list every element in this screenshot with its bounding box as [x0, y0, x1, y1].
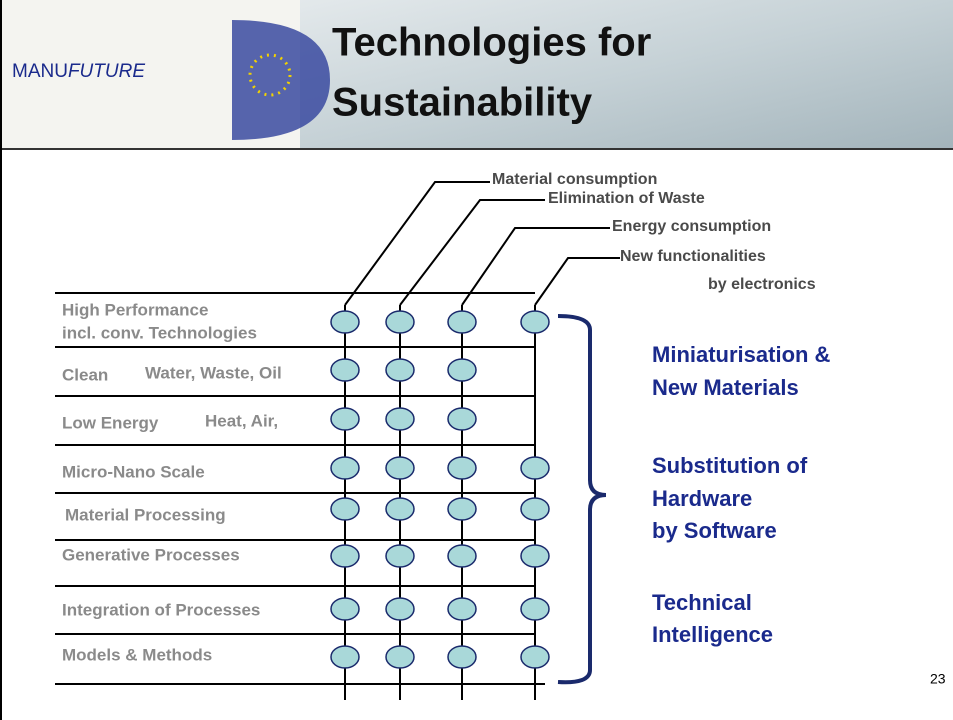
node — [331, 457, 359, 479]
page-number: 23 — [930, 671, 946, 687]
node — [448, 457, 476, 479]
topic: Technical — [652, 590, 752, 615]
node — [448, 311, 476, 333]
topic: Miniaturisation & — [652, 342, 831, 367]
node — [448, 545, 476, 567]
node — [331, 359, 359, 381]
node — [386, 359, 414, 381]
node — [521, 545, 549, 567]
row-note: Heat, Air, — [205, 411, 278, 430]
node — [331, 498, 359, 520]
node — [386, 457, 414, 479]
node — [331, 598, 359, 620]
column-label: by electronics — [708, 276, 816, 293]
row-label: Clean — [62, 365, 108, 384]
topic: Substitution of — [652, 453, 808, 478]
node — [386, 545, 414, 567]
logo: MANUFUTURE — [12, 61, 145, 82]
column-label: New functionalities — [620, 248, 766, 265]
topic: New Materials — [652, 375, 799, 400]
row-label: Models & Methods — [62, 645, 212, 664]
row-note: incl. conv. Technologies — [62, 323, 257, 342]
logo-a: MANU — [12, 61, 68, 82]
node — [448, 359, 476, 381]
node — [448, 408, 476, 430]
row-label: Integration of Processes — [62, 600, 260, 619]
leader — [345, 182, 490, 305]
row-label: High Performance — [62, 300, 208, 319]
bracket — [558, 316, 606, 682]
topic: Intelligence — [652, 622, 773, 647]
node — [521, 646, 549, 668]
node — [331, 408, 359, 430]
leader — [535, 258, 620, 305]
node — [386, 646, 414, 668]
node — [386, 498, 414, 520]
node — [386, 311, 414, 333]
node — [386, 408, 414, 430]
topic: by Software — [652, 518, 777, 543]
topic: Hardware — [652, 486, 752, 511]
logo-b: FUTURE — [68, 61, 145, 82]
node — [448, 646, 476, 668]
node — [521, 311, 549, 333]
row-note: Water, Waste, Oil — [145, 363, 282, 382]
node — [448, 598, 476, 620]
node — [331, 545, 359, 567]
node — [521, 457, 549, 479]
node — [448, 498, 476, 520]
column-label: Energy consumption — [612, 218, 771, 235]
column-label: Elimination of Waste — [548, 190, 705, 207]
matrix — [55, 293, 549, 700]
node — [521, 498, 549, 520]
title-line: Sustainability — [332, 81, 593, 125]
title-line: Technologies for — [332, 21, 651, 65]
column-label: Material consumption — [492, 171, 657, 188]
node — [331, 646, 359, 668]
row-label: Material Processing — [65, 505, 226, 524]
row-label: Micro-Nano Scale — [62, 462, 205, 481]
row-label: Low Energy — [62, 413, 159, 432]
node — [521, 598, 549, 620]
node — [331, 311, 359, 333]
row-label: Generative Processes — [62, 545, 240, 564]
node — [386, 598, 414, 620]
slide: MANUFUTURE Technologies for Sustainabili… — [0, 0, 953, 720]
